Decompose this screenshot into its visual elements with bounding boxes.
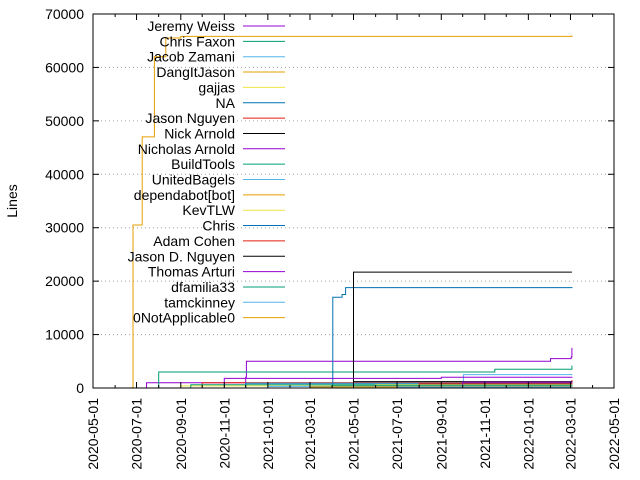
- legend-label: Thomas Arturi: [148, 264, 235, 280]
- legend-label: gajjas: [198, 79, 235, 95]
- legend-label: BuildTools: [171, 156, 235, 172]
- series-line: [128, 347, 573, 389]
- x-tick-label: 2020-09-01: [173, 398, 189, 470]
- legend-label: Adam Cohen: [153, 233, 235, 249]
- legend-label: KevTLW: [182, 202, 235, 218]
- x-tick-label: 2021-03-01: [302, 398, 318, 470]
- legend-label: dependabot[bot]: [134, 187, 235, 203]
- legend-label: 0NotApplicable0: [133, 310, 235, 326]
- x-tick-label: 2021-05-01: [346, 398, 362, 470]
- x-tick-label: 2021-07-01: [389, 398, 405, 470]
- legend-label: Jason D. Nguyen: [128, 248, 235, 264]
- axes: 0 10000 20000 30000 40000 50000 60000 70000 2020…: [45, 6, 622, 470]
- x-tick-label: 2022-05-01: [606, 398, 622, 470]
- legend-label: dfamilia33: [171, 279, 235, 295]
- x-tick-label: 2020-11-01: [216, 398, 232, 469]
- y-tick-label: 30000: [45, 220, 84, 236]
- x-tick-label: 2020-07-01: [129, 398, 145, 470]
- y-tick-label: 10000: [45, 327, 84, 343]
- x-tick-label: 2022-03-01: [562, 398, 578, 470]
- x-tick-label: 2020-05-01: [85, 398, 101, 470]
- x-tick-label: 2021-01-01: [260, 398, 276, 470]
- legend-label: Nick Arnold: [164, 125, 235, 141]
- y-tick-label: 40000: [45, 166, 84, 182]
- x-tick-label: 2021-09-01: [433, 398, 449, 470]
- y-tick-label: 60000: [45, 59, 84, 75]
- x-tick-label: 2022-01-01: [520, 398, 536, 470]
- legend-label: Jason Nguyen: [145, 110, 235, 126]
- y-axis-label: Lines: [4, 184, 20, 217]
- legend-label: Nicholas Arnold: [138, 141, 235, 157]
- legend-label: tamckinney: [164, 294, 235, 310]
- y-tick-label: 50000: [45, 113, 84, 129]
- legend-label: Chris Faxon: [160, 33, 235, 49]
- legend-label: DangItJason: [156, 64, 235, 80]
- y-tick-label: 20000: [45, 273, 84, 289]
- legend-label: Jacob Zamani: [147, 49, 235, 65]
- legend-label: UnitedBagels: [152, 172, 235, 188]
- legend-label: Jeremy Weiss: [147, 18, 235, 34]
- y-tick-label: 0: [76, 380, 84, 396]
- x-tick-label: 2021-11-01: [477, 398, 493, 469]
- legend-label: NA: [216, 95, 236, 111]
- legend-label: Chris: [202, 218, 235, 234]
- y-tick-label: 70000: [45, 6, 84, 22]
